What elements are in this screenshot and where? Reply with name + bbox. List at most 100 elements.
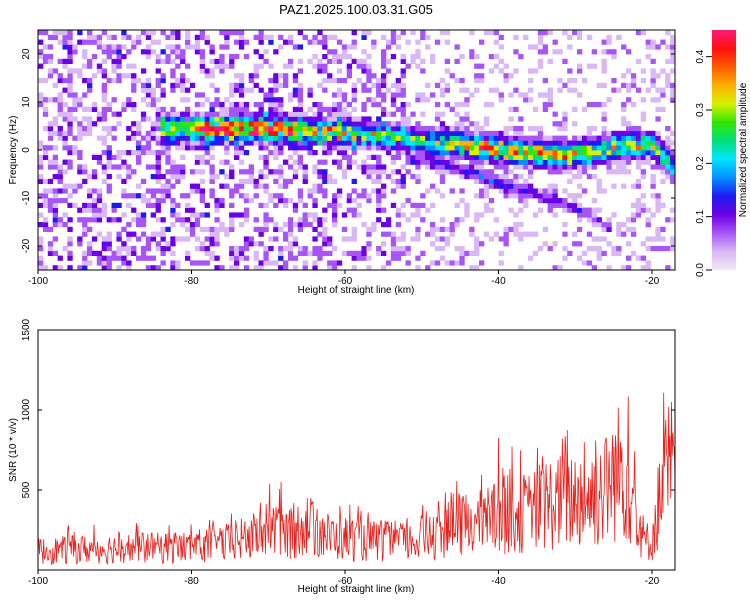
heatmap-cell (77, 121, 83, 127)
heatmap-cell (170, 73, 176, 79)
heatmap-cell (238, 222, 245, 228)
heatmap-cell (381, 58, 387, 64)
heatmap-cell (395, 126, 401, 132)
heatmap-cell (395, 87, 401, 93)
heatmap-cell (253, 116, 259, 122)
heatmap-cell (67, 255, 73, 261)
heatmap-cell (52, 164, 58, 170)
heatmap-cell (621, 106, 627, 112)
heatmap-cell (577, 68, 583, 74)
heatmap-cell (47, 207, 54, 213)
heatmap-cell (219, 102, 225, 108)
heatmap-cell (650, 97, 656, 103)
heatmap-cell (126, 246, 132, 252)
heatmap-cell (52, 198, 58, 204)
heatmap-cell (194, 246, 201, 252)
heatmap-cell (366, 231, 372, 237)
heatmap-cell (621, 164, 627, 170)
heatmap-cell (332, 207, 338, 213)
heatmap-cell (111, 207, 117, 213)
heatmap-cell (82, 217, 88, 223)
heatmap-cell (287, 255, 294, 261)
heatmap-cell (371, 121, 377, 127)
heatmap-cell (160, 174, 166, 180)
heatmap-cell (219, 135, 225, 141)
heatmap-cell (336, 116, 343, 122)
heatmap-cell (287, 222, 294, 228)
heatmap-cell (557, 265, 563, 270)
heatmap-cell (665, 78, 671, 84)
heatmap-cell (577, 169, 583, 175)
heatmap-cell (229, 250, 235, 256)
heatmap-cell (253, 255, 259, 261)
heatmap-cell (528, 78, 534, 84)
heatmap-cell (410, 236, 416, 242)
heatmap-cell (229, 102, 235, 108)
snr-x-tick-label: -100 (28, 576, 48, 587)
heatmap-cell (317, 106, 323, 112)
heatmap-cell (175, 140, 181, 146)
heatmap-cell (415, 178, 421, 184)
heatmap-cell (562, 116, 568, 122)
heatmap-cell (121, 178, 127, 184)
heatmap-cell (483, 140, 490, 146)
heatmap-cell (385, 135, 392, 141)
heatmap-cell (336, 130, 343, 136)
heatmap-cell (635, 178, 642, 184)
heatmap-cell (214, 87, 220, 93)
heatmap-cell (199, 198, 205, 204)
heatmap-cell (410, 126, 416, 132)
heatmap-cell (234, 82, 240, 88)
heatmap-cell (136, 159, 142, 165)
heatmap-cell (341, 111, 348, 117)
heatmap-cell (273, 78, 279, 84)
heatmap-cell (140, 150, 147, 156)
heatmap-cell (665, 217, 671, 223)
heatmap-cell (601, 126, 607, 132)
spectrogram-y-tick-label: 0 (21, 147, 32, 153)
heatmap-cell (155, 140, 161, 146)
heatmap-cell (645, 87, 651, 93)
heatmap-cell (57, 265, 63, 270)
heatmap-cell (650, 58, 656, 64)
heatmap-cell (126, 97, 132, 103)
heatmap-cell (67, 34, 73, 40)
heatmap-cell (121, 30, 127, 36)
heatmap-cell (547, 87, 553, 93)
heatmap-cell (341, 106, 348, 112)
heatmap-cell (635, 126, 642, 132)
heatmap-cell (488, 54, 495, 60)
heatmap-cell (165, 241, 171, 247)
heatmap-cell (385, 126, 392, 132)
heatmap-cell (297, 145, 303, 151)
heatmap-cell (552, 183, 558, 189)
heatmap-cell (287, 140, 294, 146)
heatmap-cell (385, 111, 392, 117)
heatmap-cell (567, 207, 573, 213)
heatmap-cell (214, 111, 220, 117)
heatmap-cell (165, 226, 171, 232)
heatmap-cell (567, 202, 573, 208)
heatmap-cell (219, 222, 225, 228)
heatmap-cell (214, 121, 220, 127)
heatmap-cell (170, 212, 176, 218)
heatmap-cell (523, 231, 529, 237)
heatmap-cell (287, 39, 294, 45)
heatmap-cell (170, 58, 176, 64)
heatmap-cell (185, 111, 191, 117)
heatmap-cell (42, 202, 49, 208)
heatmap-cell (449, 159, 455, 165)
heatmap-cell (336, 39, 343, 45)
heatmap-cell (439, 255, 446, 261)
heatmap-cell (185, 121, 191, 127)
heatmap-cell (547, 154, 553, 160)
heatmap-cell (238, 212, 245, 218)
heatmap-cell (204, 68, 210, 74)
heatmap-cell (322, 44, 328, 50)
heatmap-cell (366, 145, 372, 151)
heatmap-cell (464, 130, 470, 136)
heatmap-cell (214, 63, 220, 69)
heatmap-cell (660, 202, 666, 208)
heatmap-cell (630, 183, 637, 189)
heatmap-cell (87, 116, 93, 122)
